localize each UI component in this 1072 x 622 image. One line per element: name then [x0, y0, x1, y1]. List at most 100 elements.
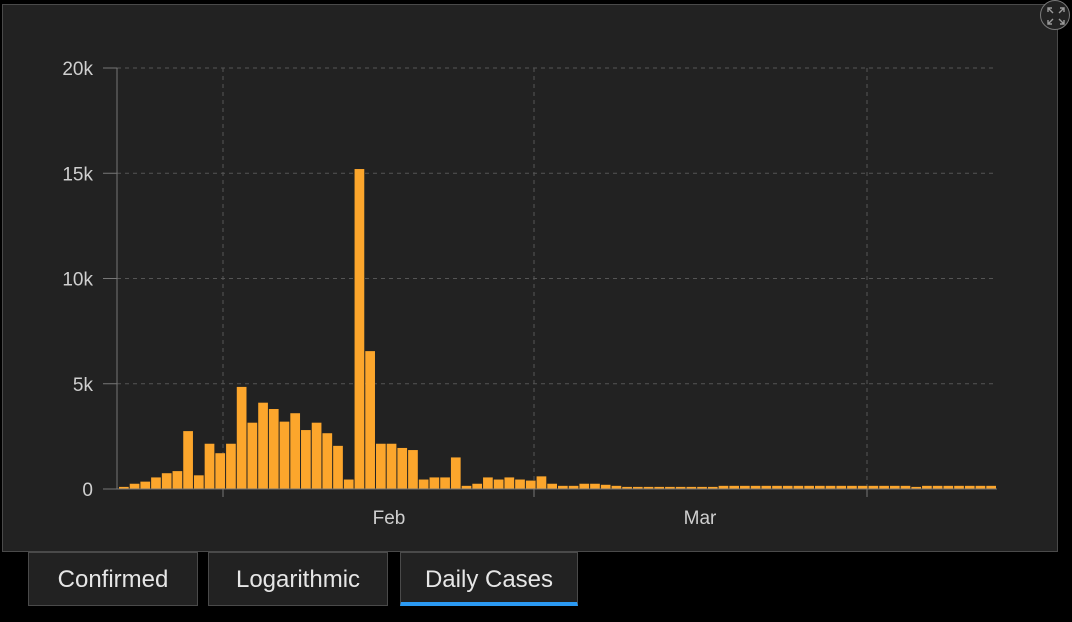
bar	[429, 477, 440, 489]
bar	[889, 485, 900, 489]
y-tick-label: 0	[82, 480, 93, 501]
bar	[761, 485, 772, 489]
bar	[814, 485, 825, 489]
bar	[579, 483, 590, 489]
bar	[386, 443, 397, 489]
bar	[504, 477, 515, 489]
bar	[472, 483, 483, 489]
bar	[193, 475, 204, 489]
bar	[140, 481, 151, 489]
y-tick-label: 5k	[73, 375, 94, 396]
bar	[643, 486, 654, 489]
bar	[975, 485, 986, 489]
bar	[279, 421, 290, 489]
bar	[365, 351, 375, 489]
y-tick-label: 10k	[62, 270, 93, 291]
bar	[343, 479, 354, 489]
bar	[900, 485, 911, 489]
bar	[632, 486, 643, 489]
bar	[119, 486, 129, 489]
bar	[697, 486, 707, 489]
x-tick-label: Feb	[373, 508, 406, 529]
bar	[750, 485, 761, 489]
bar	[536, 476, 547, 489]
bar	[665, 486, 675, 489]
bar	[793, 485, 804, 489]
bar	[857, 485, 868, 489]
daily-cases-chart: 0 5k 10k 15k 20k Feb Mar	[62, 59, 997, 529]
bar	[718, 485, 729, 489]
bar	[493, 479, 504, 489]
bar	[954, 485, 964, 489]
tab-logarithmic[interactable]: Logarithmic	[208, 552, 388, 606]
bar	[558, 485, 568, 489]
bar	[547, 483, 557, 489]
bar	[740, 485, 750, 489]
bar	[418, 479, 429, 489]
bar	[440, 477, 450, 489]
bar	[922, 485, 932, 489]
bar	[247, 422, 258, 489]
bar	[408, 450, 418, 489]
bar	[515, 479, 525, 489]
bar	[129, 483, 140, 489]
bar	[568, 485, 579, 489]
bar	[375, 443, 386, 489]
bar	[236, 386, 247, 489]
bar	[290, 413, 301, 489]
bar	[707, 486, 718, 489]
bar	[911, 486, 922, 489]
y-tick-label: 20k	[62, 59, 93, 80]
tab-daily-cases[interactable]: Daily Cases	[400, 552, 578, 606]
bar	[483, 477, 493, 489]
bar	[161, 473, 172, 489]
bar	[215, 453, 226, 489]
x-tick-label: Mar	[684, 508, 717, 529]
bar	[943, 485, 954, 489]
axes	[103, 67, 997, 497]
bar	[611, 485, 622, 489]
bar	[333, 445, 343, 489]
bar	[204, 443, 215, 489]
bar	[868, 485, 879, 489]
bar	[354, 169, 365, 490]
bar	[311, 422, 322, 489]
bar	[258, 402, 268, 489]
bar	[590, 483, 600, 489]
bar	[654, 486, 665, 489]
bar	[622, 486, 632, 489]
y-tick-label: 15k	[62, 164, 93, 185]
y-axis-labels: 0 5k 10k 15k 20k	[62, 59, 93, 501]
tab-confirmed[interactable]: Confirmed	[28, 552, 198, 606]
bar	[183, 431, 193, 489]
bar	[932, 485, 943, 489]
bar	[804, 485, 814, 489]
bar	[825, 485, 836, 489]
bar	[268, 409, 279, 489]
bar	[986, 485, 996, 489]
chart-panel: 0 5k 10k 15k 20k Feb Mar	[2, 4, 1058, 552]
bar	[600, 484, 611, 489]
bar	[836, 485, 847, 489]
expand-icon	[1047, 7, 1065, 25]
bar	[729, 485, 740, 489]
grid-lines	[117, 67, 997, 489]
bar	[675, 486, 686, 489]
bar	[301, 430, 311, 489]
bar	[964, 485, 975, 489]
bar	[879, 485, 889, 489]
bar	[772, 485, 782, 489]
x-axis-labels: Feb Mar	[373, 508, 717, 529]
bar	[151, 477, 161, 489]
bar	[322, 433, 333, 489]
bar	[782, 485, 793, 489]
bar	[172, 471, 183, 489]
bar	[226, 443, 236, 489]
bar-series	[119, 169, 996, 490]
bar	[397, 447, 408, 489]
bar	[686, 486, 697, 489]
expand-button[interactable]	[1040, 0, 1070, 30]
bar	[450, 457, 461, 489]
bar	[847, 485, 857, 489]
bar	[525, 480, 536, 489]
